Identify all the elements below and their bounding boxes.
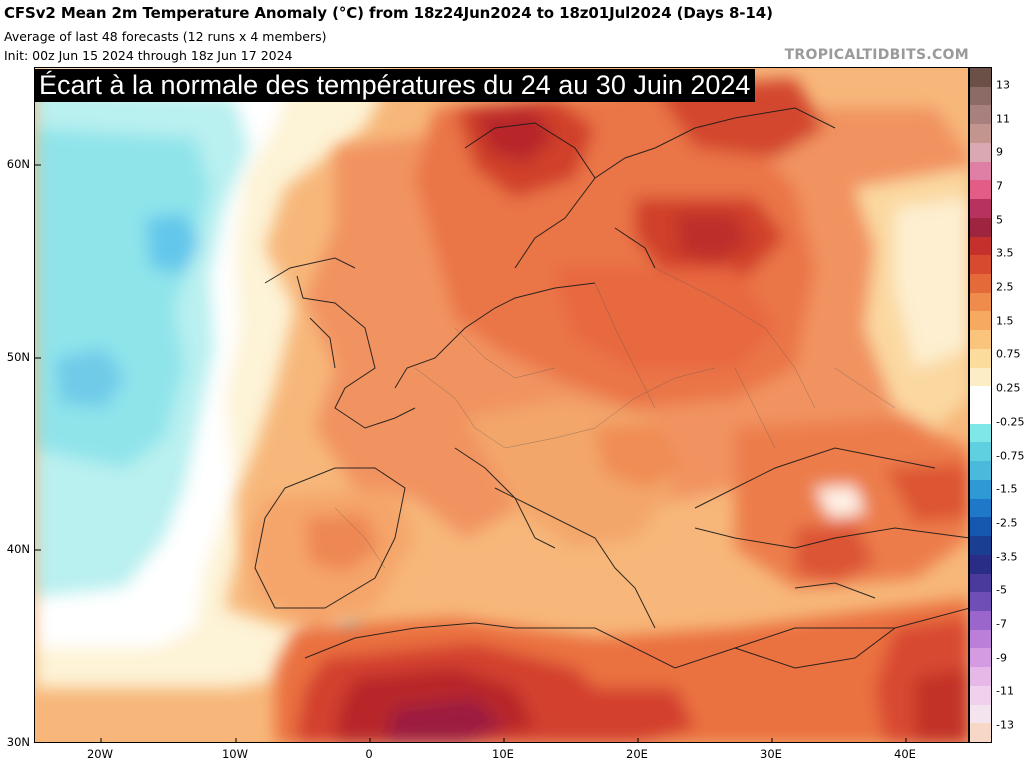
colorbar-label: -2.5	[996, 516, 1018, 530]
colorbar-label: 5	[996, 213, 1003, 227]
colorbar-segment	[970, 86, 991, 106]
colorbar-segment	[970, 423, 991, 443]
colorbar-segment	[970, 367, 991, 387]
colorbar-segment	[970, 255, 991, 275]
lon-label-30e: 30E	[760, 747, 782, 761]
lat-label-60n: 60N	[6, 157, 30, 171]
lon-label-10w: 10W	[221, 747, 249, 761]
subtitle-ensemble: Average of last 48 forecasts (12 runs x …	[4, 29, 327, 44]
lon-label-10e: 10E	[492, 747, 514, 761]
lat-label-40n: 40N	[6, 542, 30, 556]
colorbar-segment	[970, 442, 991, 462]
colorbar-label: -1.5	[996, 482, 1018, 496]
colorbar-segment	[970, 723, 991, 743]
lon-label-20e: 20E	[626, 747, 648, 761]
colorbar-segment	[970, 610, 991, 631]
colorbar-segment	[970, 517, 991, 537]
colorbar-segment	[970, 685, 991, 706]
colorbar-label: -7	[996, 617, 1007, 631]
colorbar-label: 1.5	[996, 314, 1014, 328]
colorbar-label: 13	[996, 78, 1010, 92]
colorbar-label: -5	[996, 583, 1007, 597]
colorbar-segment	[970, 554, 991, 574]
lon-label-0: 0	[365, 747, 373, 761]
chart-title: CFSv2 Mean 2m Temperature Anomaly (°C) f…	[4, 4, 773, 22]
colorbar-segment	[970, 105, 991, 125]
colorbar-segment	[970, 405, 991, 425]
colorbar-label: -0.75	[996, 449, 1024, 463]
colorbar-segment	[970, 217, 991, 237]
colorbar-label: 9	[996, 145, 1003, 159]
colorbar-segment	[970, 68, 991, 88]
lon-label-40e: 40E	[894, 747, 916, 761]
subtitle-init: Init: 00z Jun 15 2024 through 18z Jun 17…	[4, 48, 293, 63]
colorbar-label: -13	[996, 718, 1014, 732]
anomaly-map	[34, 67, 969, 743]
colorbar-segment	[970, 386, 991, 406]
colorbar-segment	[970, 629, 991, 649]
colorbar-segment	[970, 704, 991, 724]
colorbar-segment	[970, 273, 991, 294]
colorbar-label: -9	[996, 651, 1007, 665]
colorbar-label: 7	[996, 179, 1003, 193]
colorbar-segment	[970, 180, 991, 200]
colorbar	[969, 67, 992, 743]
colorbar-label: 3.5	[996, 246, 1014, 260]
lat-label-30n: 30N	[6, 735, 30, 749]
colorbar-segment	[970, 461, 991, 481]
caption-overlay: Écart à la normale des températures du 2…	[34, 69, 756, 102]
colorbar-label: 0.75	[996, 347, 1021, 361]
colorbar-segment	[970, 573, 991, 593]
colorbar-segment	[970, 479, 991, 500]
colorbar-segment	[970, 648, 991, 668]
lat-label-50n: 50N	[6, 350, 30, 364]
colorbar-segment	[970, 292, 991, 312]
colorbar-segment	[970, 592, 991, 612]
colorbar-label: -3.5	[996, 550, 1018, 564]
colorbar-segment	[970, 124, 991, 144]
colorbar-label: 0.25	[996, 381, 1021, 395]
colorbar-segment	[970, 330, 991, 350]
lon-label-20w: 20W	[86, 747, 114, 761]
colorbar-segment	[970, 667, 991, 687]
colorbar-label: 11	[996, 112, 1010, 126]
colorbar-label: -0.25	[996, 415, 1024, 429]
colorbar-segment	[970, 142, 991, 163]
colorbar-segment	[970, 199, 991, 219]
site-credit: TROPICALTIDBITS.COM	[784, 47, 969, 63]
colorbar-segment	[970, 348, 991, 369]
colorbar-segment	[970, 498, 991, 518]
colorbar-segment	[970, 161, 991, 181]
colorbar-segment	[970, 236, 991, 256]
colorbar-label: -11	[996, 684, 1014, 698]
colorbar-label: 2.5	[996, 280, 1014, 294]
colorbar-segment	[970, 536, 991, 556]
colorbar-segment	[970, 311, 991, 331]
